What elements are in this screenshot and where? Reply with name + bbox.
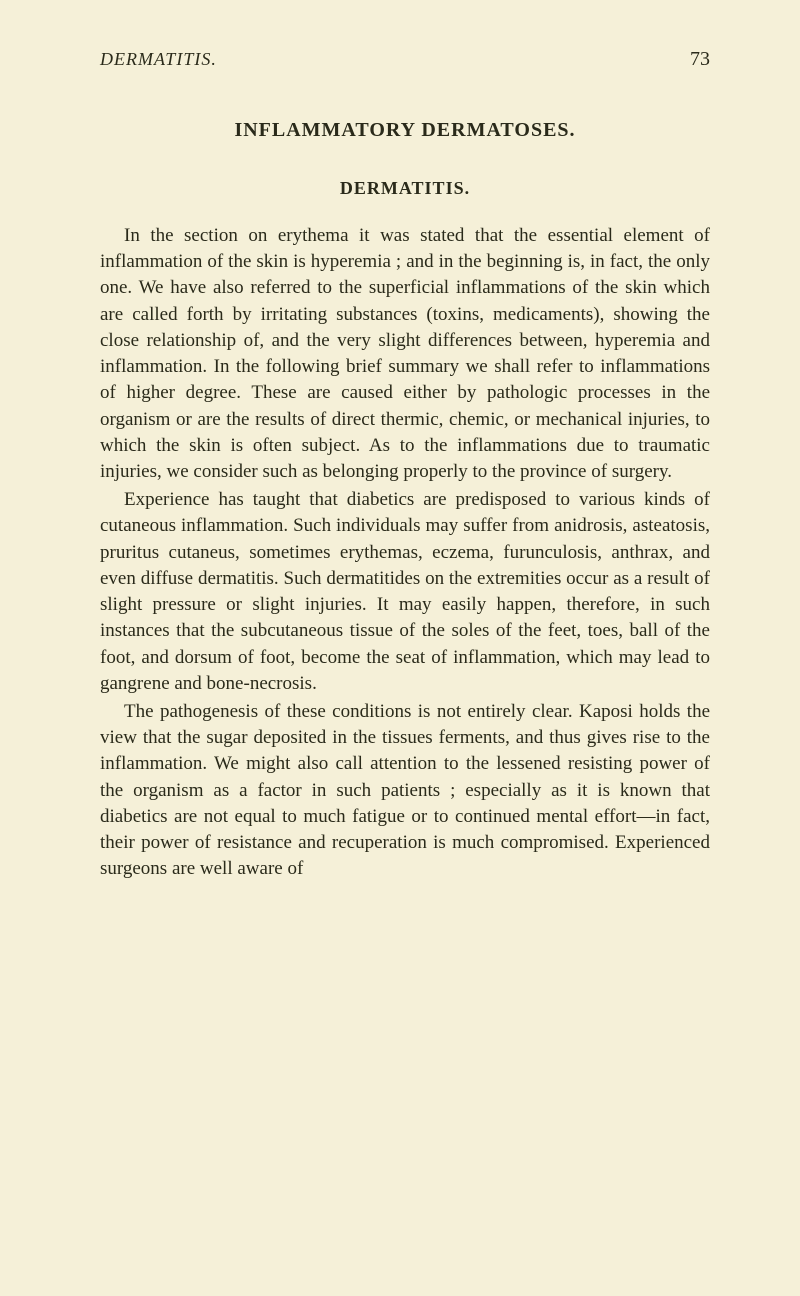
body-paragraph: The pathogenesis of these conditions is … [100,699,710,883]
subsection-title: DERMATITIS. [100,178,710,199]
body-paragraph: Experience has taught that diabetics are… [100,487,710,697]
body-paragraph: In the section on erythema it was stated… [100,223,710,485]
page-header: DERMATITIS. 73 [100,48,710,71]
page-number: 73 [690,48,710,71]
running-title: DERMATITIS. [100,49,217,70]
section-title: INFLAMMATORY DERMATOSES. [100,119,710,142]
